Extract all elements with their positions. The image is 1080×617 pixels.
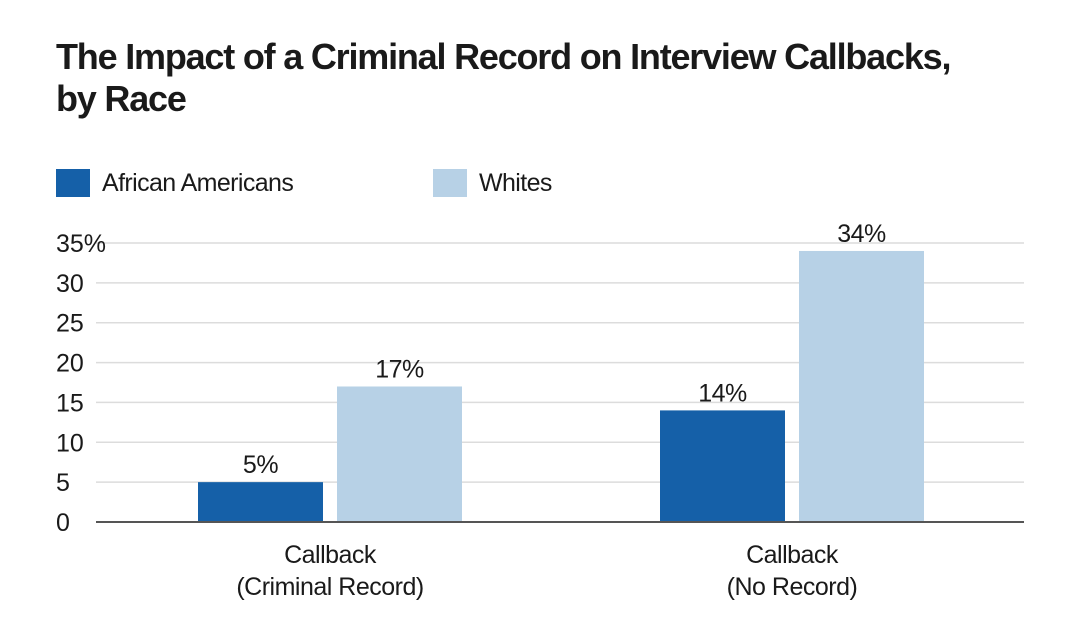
y-tick-label-20: 20 [56, 350, 84, 378]
y-tick-label-30: 30 [56, 270, 84, 298]
legend-swatch-whites [433, 169, 467, 197]
legend-label-whites: Whites [479, 168, 552, 197]
y-tick-label-0: 0 [56, 509, 70, 537]
bar-whites-2 [799, 250, 924, 522]
chart-legend: African Americans Whites [56, 166, 956, 200]
data-label-african-americans-1: 5% [243, 451, 278, 479]
x-category-label-1-line-2: (Criminal Record) [236, 573, 423, 601]
data-label-african-americans-2: 14% [698, 379, 747, 407]
y-tick-label-5: 5 [56, 469, 70, 497]
x-category-label-1-line-1: Callback [284, 541, 377, 569]
bar-african-americans-1 [198, 482, 323, 522]
chart-title-line-2: by Race [56, 78, 187, 119]
data-label-whites-1: 17% [375, 355, 424, 383]
x-category-label-2-line-2: (No Record) [727, 573, 858, 601]
y-tick-label-10: 10 [56, 429, 84, 457]
chart-title-line-1: The Impact of a Criminal Record on Inter… [56, 36, 951, 77]
x-category-label-2-line-1: Callback [746, 541, 839, 569]
chart-title: The Impact of a Criminal Record on Inter… [56, 36, 1036, 120]
legend-swatch-african-americans [56, 169, 90, 197]
bar-african-americans-2 [660, 410, 785, 522]
y-tick-label-25: 25 [56, 310, 84, 338]
bar-whites-1 [337, 386, 462, 522]
legend-label-african-americans: African Americans [102, 168, 294, 197]
legend-item-african-americans: African Americans [56, 166, 294, 200]
data-label-whites-2: 34% [837, 220, 886, 248]
y-tick-label-15: 15 [56, 389, 84, 417]
y-tick-label-35: 35% [56, 230, 106, 258]
legend-item-whites: Whites [433, 166, 552, 200]
